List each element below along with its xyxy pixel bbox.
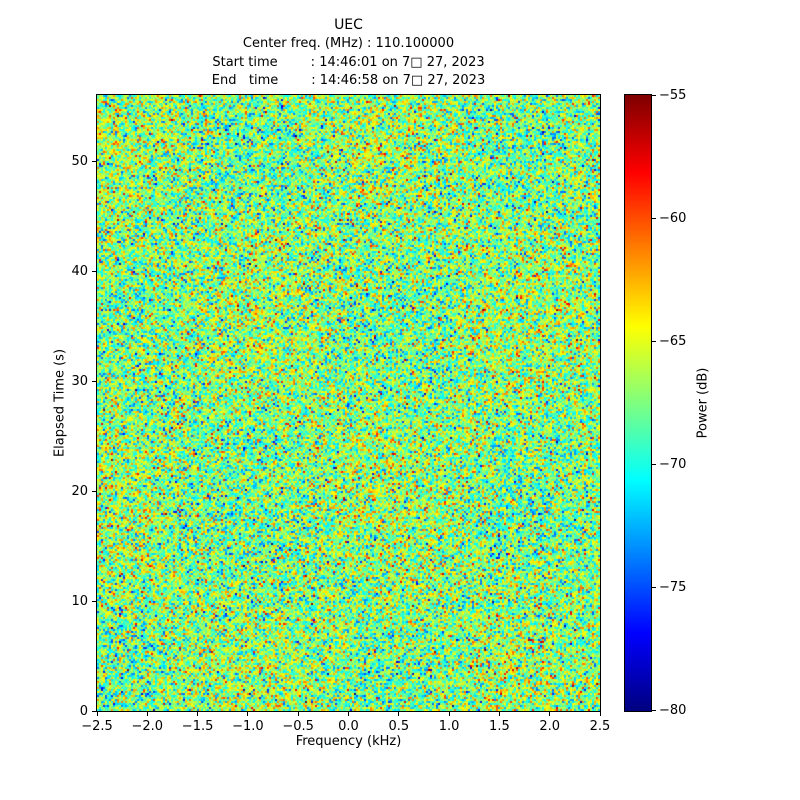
x-tick-label: 2.0	[539, 719, 561, 734]
x-tick-mark	[96, 712, 98, 716]
x-tick-label: −0.5	[282, 719, 314, 734]
x-tick-label: −1.0	[232, 719, 264, 734]
y-tick-mark	[92, 380, 96, 382]
y-tick-mark	[92, 490, 96, 492]
x-tick-mark	[549, 712, 551, 716]
colorbar-tick-mark	[652, 340, 656, 342]
x-tick-label: 1.5	[489, 719, 510, 734]
x-tick-mark	[247, 712, 249, 716]
x-tick-label: 0.0	[338, 719, 359, 734]
center-freq-line: Center freq. (MHz) : 110.100000	[242, 36, 455, 51]
colorbar-tick-mark	[652, 587, 656, 589]
x-tick-mark	[599, 712, 601, 716]
start-time-line: Start time : 14:46:01 on 7□ 27, 2023	[212, 54, 485, 70]
y-tick-label: 40	[71, 263, 88, 279]
colorbar-tick-label: −65	[659, 333, 687, 349]
end-time-line: End time : 14:46:58 on 7□ 27, 2023	[211, 73, 486, 88]
x-tick-label: −2.0	[131, 719, 164, 734]
x-axis-label: Frequency (kHz)	[295, 734, 402, 749]
y-tick-label: 10	[71, 593, 88, 609]
y-tick-mark	[92, 710, 96, 712]
colorbar	[624, 94, 652, 712]
y-tick-label: 20	[71, 483, 88, 499]
x-tick-label: −1.5	[181, 719, 214, 734]
x-tick-mark	[197, 712, 199, 716]
colorbar-tick-mark	[652, 94, 656, 96]
chart-header: UEC Center freq. (MHz) : 110.100000 Star…	[97, 15, 600, 91]
y-tick-label: 30	[71, 373, 88, 389]
x-tick-mark	[297, 712, 299, 716]
colorbar-tick-mark	[652, 709, 656, 711]
y-tick-label: 50	[71, 153, 88, 169]
x-tick-label: 1.0	[438, 719, 460, 734]
x-tick-mark	[348, 712, 349, 716]
y-tick-mark	[92, 600, 96, 602]
colorbar-tick-mark	[652, 464, 656, 466]
x-tick-mark	[146, 712, 148, 716]
colorbar-tick-label: −80	[659, 702, 687, 718]
y-tick-mark	[92, 270, 96, 272]
x-tick-mark	[448, 712, 450, 716]
colorbar-tick-label: −60	[659, 210, 687, 226]
colorbar-tick-mark	[652, 217, 656, 219]
y-tick-label: 0	[79, 703, 88, 719]
colorbar-label: Power (dB)	[695, 367, 711, 439]
chart-title: UEC	[334, 17, 363, 33]
x-tick-label: −2.5	[81, 719, 113, 734]
x-tick-mark	[398, 712, 400, 716]
spectrogram-heatmap	[96, 94, 601, 712]
colorbar-tick-label: −55	[659, 87, 687, 103]
x-tick-mark	[498, 712, 500, 716]
y-axis-label: Elapsed Time (s)	[52, 348, 68, 458]
y-tick-mark	[92, 160, 96, 162]
x-tick-label: 0.5	[388, 719, 410, 734]
colorbar-tick-label: −75	[659, 580, 687, 596]
x-tick-label: 2.5	[589, 719, 611, 734]
colorbar-tick-label: −70	[659, 457, 687, 473]
